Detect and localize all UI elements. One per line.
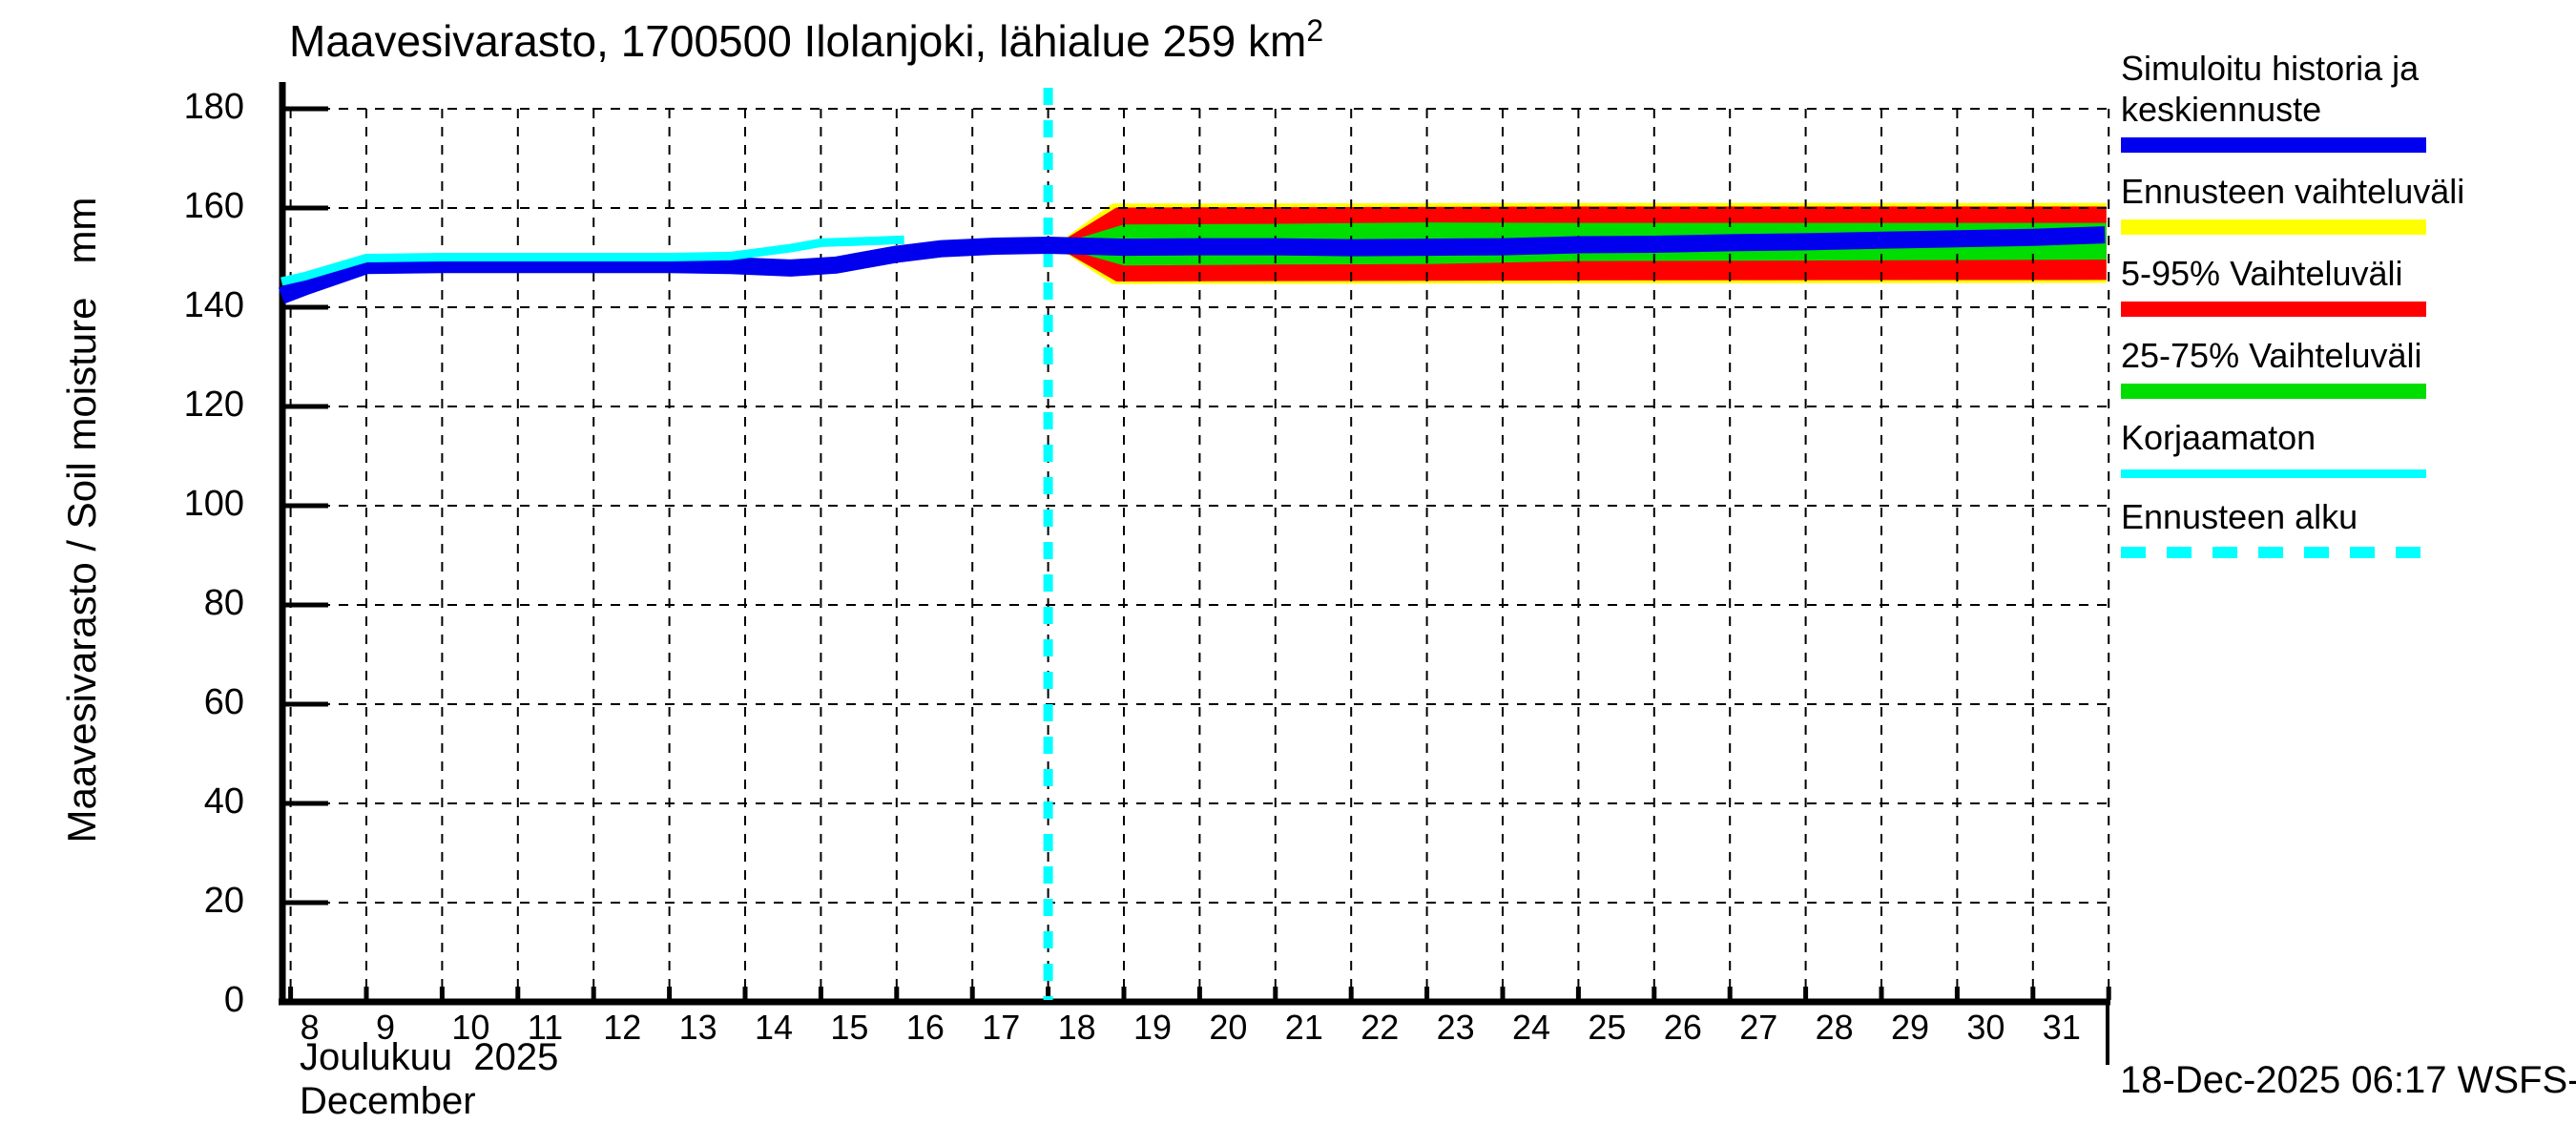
chart-title-text: Maavesivarasto, 1700500 Ilolanjoki, lähi…	[289, 16, 1307, 66]
y-tick-label: 180	[183, 87, 244, 127]
legend: Simuloitu historia ja keskiennuste Ennust…	[2121, 48, 2569, 576]
day-label: 23	[1436, 1008, 1475, 1047]
legend-item-swatch	[2121, 384, 2426, 399]
day-label: 11	[527, 1008, 564, 1047]
y-tick-label: 60	[203, 682, 244, 722]
day-label: 14	[755, 1008, 794, 1047]
y-axis-label: Maavesivarasto / Soil moisture mm	[59, 197, 104, 843]
day-label: 10	[451, 1008, 490, 1047]
timestamp: 18-Dec-2025 06:17 WSFS-O	[2120, 1059, 2576, 1101]
y-tick-label: 140	[183, 285, 244, 325]
day-label: 19	[1133, 1008, 1173, 1047]
legend-item: 5-95% Vaihteluväli	[2121, 253, 2569, 317]
y-tick-label: 100	[183, 484, 244, 524]
day-label: 17	[982, 1008, 1021, 1047]
day-label: 16	[905, 1008, 945, 1047]
day-label: 21	[1284, 1008, 1323, 1047]
legend-item-swatch	[2121, 469, 2426, 478]
legend-item-swatch	[2121, 219, 2426, 235]
y-tick-label: 80	[203, 583, 244, 623]
day-label: 9	[376, 1008, 396, 1047]
y-tick-label: 120	[183, 385, 244, 425]
day-label: 29	[1891, 1008, 1930, 1047]
y-tick-label: 40	[203, 781, 244, 822]
legend-item-swatch	[2121, 137, 2426, 153]
legend-item-swatch	[2121, 547, 2426, 558]
day-label: 25	[1588, 1008, 1627, 1047]
day-label: 15	[830, 1008, 869, 1047]
day-label: 13	[678, 1008, 717, 1047]
day-label: 26	[1663, 1008, 1702, 1047]
simulated-history-and-mean-forecast-line	[278, 226, 2106, 304]
day-label: 12	[603, 1008, 642, 1047]
y-tick-label: 20	[203, 881, 244, 921]
x-axis-month-label-en: December	[300, 1080, 476, 1122]
uncorrected-line	[280, 235, 904, 286]
y-tick-label: 160	[183, 186, 244, 226]
legend-item-label: 25-75% Vaihteluväli	[2121, 336, 2422, 375]
legend-item-label: Simuloitu historia ja keskiennuste	[2121, 49, 2420, 129]
legend-item: Ennusteen alku	[2121, 496, 2569, 558]
day-label: 18	[1057, 1008, 1096, 1047]
day-label: 31	[2042, 1008, 2081, 1047]
day-label: 20	[1209, 1008, 1248, 1047]
legend-item: 25-75% Vaihteluväli	[2121, 335, 2569, 399]
legend-item-label: Korjaamaton	[2121, 418, 2316, 457]
legend-item-label: Ennusteen alku	[2121, 497, 2358, 536]
day-label: 24	[1512, 1008, 1551, 1047]
day-label: 30	[1966, 1008, 2005, 1047]
legend-item-swatch	[2121, 302, 2426, 317]
legend-item: Korjaamaton	[2121, 417, 2569, 478]
x-axis-month-label-fi: Joulukuu 2025	[300, 1036, 559, 1078]
legend-item-label: 5-95% Vaihteluväli	[2121, 254, 2403, 293]
legend-item-label: Ennusteen vaihteluväli	[2121, 172, 2465, 211]
day-label: 27	[1739, 1008, 1778, 1047]
chart-title-superscript: 2	[1306, 13, 1324, 48]
y-tick-label: 0	[223, 980, 244, 1020]
day-label: 22	[1361, 1008, 1400, 1047]
legend-item: Simuloitu historia ja keskiennuste	[2121, 48, 2569, 153]
chart-title: Maavesivarasto, 1700500 Ilolanjoki, lähi…	[289, 13, 1324, 67]
day-label: 28	[1815, 1008, 1854, 1047]
day-label: 8	[300, 1008, 320, 1047]
legend-item: Ennusteen vaihteluväli	[2121, 171, 2569, 235]
